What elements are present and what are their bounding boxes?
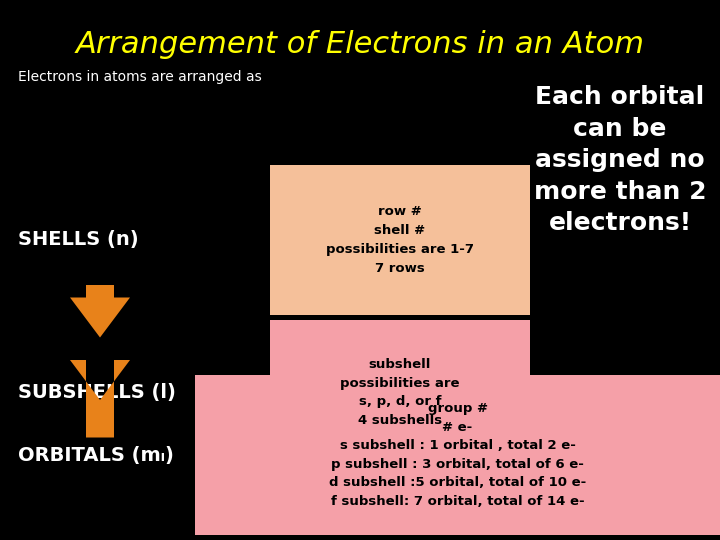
Polygon shape [195, 417, 235, 492]
Text: ORBITALS (mₗ): ORBITALS (mₗ) [18, 446, 174, 464]
Text: SUBSHELLS (l): SUBSHELLS (l) [18, 383, 176, 402]
Text: Each orbital
can be
assigned no
more than 2
electrons!: Each orbital can be assigned no more tha… [534, 85, 706, 235]
Polygon shape [70, 360, 130, 437]
FancyBboxPatch shape [270, 320, 530, 465]
Text: Electrons in atoms are arranged as: Electrons in atoms are arranged as [18, 70, 262, 84]
Polygon shape [270, 348, 325, 437]
Polygon shape [270, 190, 325, 290]
FancyBboxPatch shape [195, 375, 720, 535]
Text: SHELLS (n): SHELLS (n) [18, 231, 139, 249]
Polygon shape [70, 285, 130, 338]
Text: row #
shell #
possibilities are 1-7
7 rows: row # shell # possibilities are 1-7 7 ro… [326, 205, 474, 275]
Text: group #
# e-
s subshell : 1 orbital , total 2 e-
p subshell : 3 orbital, total o: group # # e- s subshell : 1 orbital , to… [329, 402, 586, 508]
Text: subshell
possibilities are
s, p, d, or f
4 subshells: subshell possibilities are s, p, d, or f… [341, 357, 460, 428]
FancyBboxPatch shape [270, 165, 530, 315]
Text: Arrangement of Electrons in an Atom: Arrangement of Electrons in an Atom [76, 30, 644, 59]
